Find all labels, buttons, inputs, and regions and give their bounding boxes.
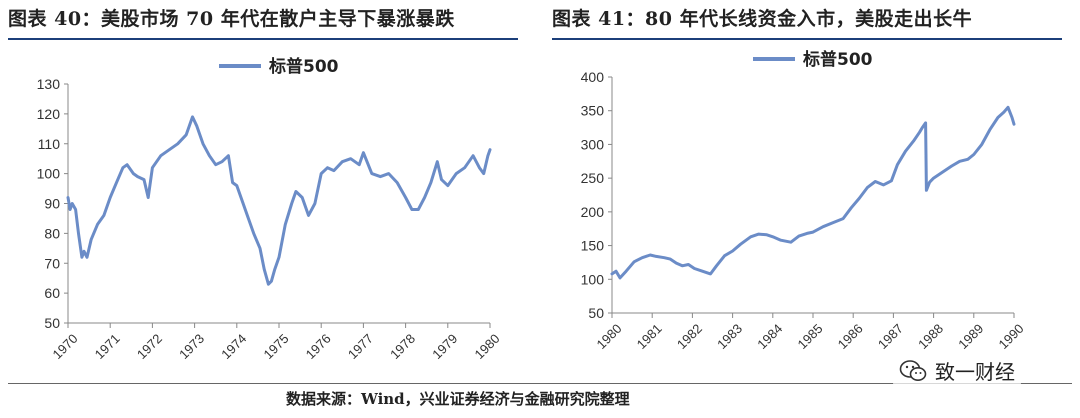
figure-40: 图表 40：美股市场 70 年代在散户主导下暴涨暴跌 50 60 70 80 90 100… (8, 0, 528, 380)
line-chart-sp500-1970s: 50 60 70 80 90 100 110 120 130 1970 1971 1972 1973 19… (37, 56, 503, 362)
y-tick-label: 60 (44, 285, 60, 301)
figure-title: 图表 41：80 年代长线资金入市，美股走出长牛 (552, 8, 973, 30)
series-line-sp500 (66, 115, 492, 286)
x-tick-label: 1981 (634, 321, 665, 352)
x-tick-label: 1979 (429, 331, 460, 362)
x-tick-label: 1987 (875, 321, 906, 352)
x-tick-label: 1983 (714, 321, 745, 352)
x-tick-label: 1975 (260, 331, 291, 362)
title-rule (552, 38, 1062, 40)
y-tick-label: 70 (44, 255, 60, 271)
y-tick-label: 130 (37, 76, 61, 92)
wechat-icon (899, 359, 927, 381)
y-tick-label: 110 (38, 136, 61, 152)
legend-label: 标普500 (269, 56, 339, 77)
footer-rule (8, 383, 1072, 384)
y-tick-label: 80 (44, 225, 60, 241)
x-tick-label: 1980 (593, 321, 624, 352)
x-tick-label: 1984 (754, 321, 785, 352)
y-tick-label: 90 (44, 196, 60, 212)
y-tick-label: 200 (581, 204, 605, 220)
legend-label: 标普500 (803, 49, 873, 70)
source-note: 数据来源：Wind，兴业证券经济与金融研究院整理 (286, 390, 630, 408)
figure-41: 图表 41：80 年代长线资金入市，美股走出长牛 50 100 150 200 250 3… (552, 0, 1072, 380)
figure-title: 图表 40：美股市场 70 年代在散户主导下暴涨暴跌 (8, 8, 455, 30)
x-tick-label: 1980 (471, 331, 502, 362)
y-tick-label: 350 (581, 103, 605, 119)
x-tick-label: 1986 (835, 321, 866, 352)
y-tick-label: 100 (581, 271, 605, 287)
x-tick-label: 1990 (995, 321, 1026, 352)
watermark: 致一财经 (893, 354, 1021, 387)
y-tick-label: 400 (581, 69, 605, 85)
x-tick-label: 1989 (955, 321, 986, 352)
x-tick-label: 1988 (915, 321, 946, 352)
x-tick-label: 1982 (674, 321, 705, 352)
title-rule (8, 38, 518, 40)
y-tick-label: 300 (581, 136, 605, 152)
y-tick-label: 250 (581, 170, 605, 186)
y-tick-label: 150 (581, 238, 605, 254)
x-tick-label: 1977 (345, 331, 376, 362)
y-tick-label: 100 (37, 166, 61, 182)
line-chart-sp500-1980s: 50 100 150 200 250 300 350 400 1980 1981 1982 1983 1… (581, 49, 1027, 352)
x-tick-label: 1973 (176, 331, 207, 362)
y-tick-label: 50 (44, 315, 60, 331)
x-tick-label: 1985 (794, 321, 825, 352)
y-tick-label: 120 (37, 106, 61, 122)
x-tick-label: 1972 (134, 331, 165, 362)
x-tick-label: 1974 (218, 331, 249, 362)
x-tick-label: 1970 (49, 331, 80, 362)
series-line-sp500 (610, 105, 1016, 280)
y-tick-label: 50 (588, 305, 604, 321)
x-tick-label: 1971 (92, 331, 123, 362)
watermark-text: 致一财经 (935, 360, 1015, 384)
x-tick-label: 1976 (303, 331, 334, 362)
x-tick-label: 1978 (387, 331, 418, 362)
